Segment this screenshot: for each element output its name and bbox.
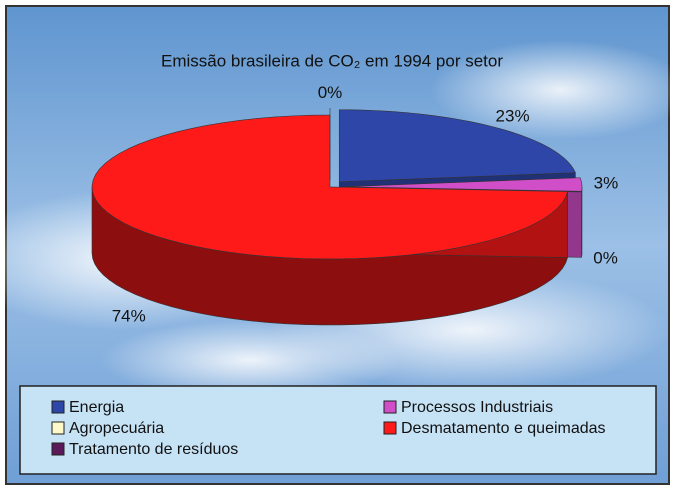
legend-label: Energia (69, 399, 124, 416)
data-label: 23% (496, 106, 530, 125)
slice (91, 114, 568, 260)
cloud (430, 40, 677, 140)
legend-swatch (383, 421, 397, 435)
legend-label: Processos Industriais (401, 399, 553, 416)
data-label: 0% (593, 248, 618, 267)
legend-swatch (51, 442, 65, 456)
pie: 23% 3% 0% 74% 0% (91, 83, 619, 326)
data-label: 74% (112, 307, 146, 326)
legend-label: Agropecuária (69, 420, 164, 437)
legend-swatch (383, 400, 397, 414)
slice (343, 177, 583, 192)
slice (338, 109, 576, 183)
legend-swatch (51, 400, 65, 414)
legend-box (19, 385, 657, 475)
data-label: 0% (318, 83, 343, 102)
legend-swatch (51, 421, 65, 435)
legend-label: Tratamento de resíduos (69, 441, 238, 458)
legend: Energia Processos Industriais Agropecuária… (51, 399, 606, 458)
chart-title: Emissão brasileira de CO₂ em 1994 por se… (161, 51, 503, 70)
data-label: 3% (594, 174, 619, 193)
cloud (100, 320, 400, 400)
legend-label: Desmatamento e queimadas (401, 420, 606, 437)
